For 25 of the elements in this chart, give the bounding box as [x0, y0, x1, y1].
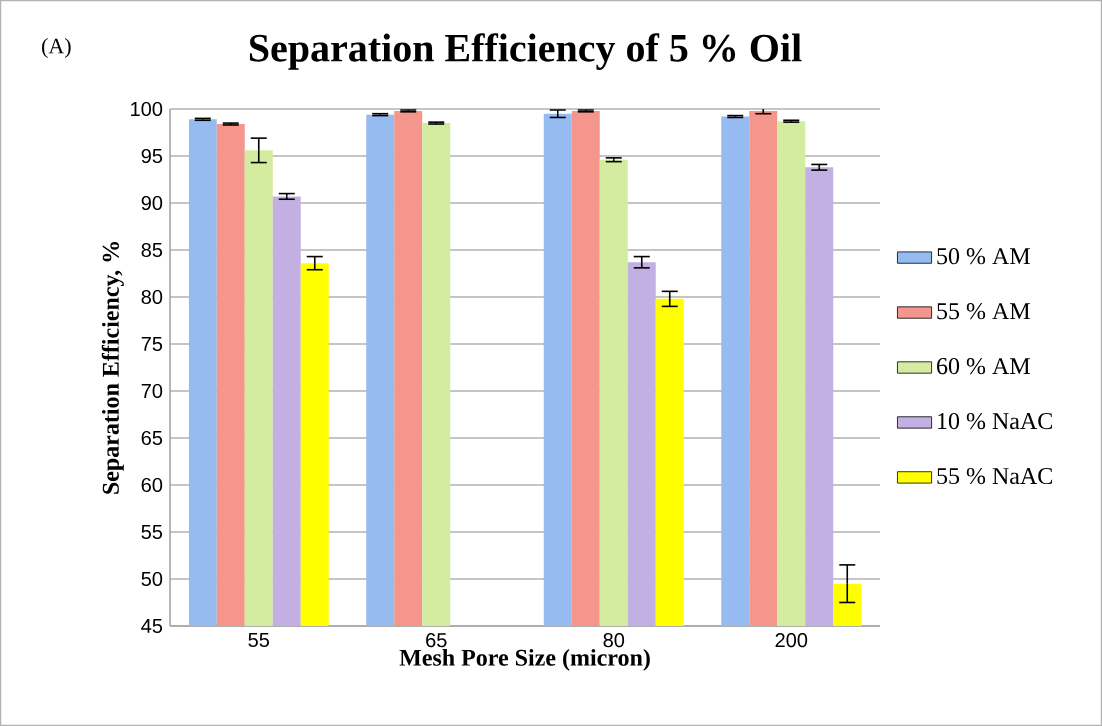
legend-label: 60 % AM — [937, 358, 1030, 375]
y-tick-label: 50 — [141, 571, 163, 587]
y-axis-title: Separation Efficiency, % — [101, 242, 124, 494]
y-tick-label: 85 — [141, 242, 163, 258]
text: (A) — [42, 38, 71, 58]
legend-label: 55 % NaAC — [937, 467, 1052, 485]
chart-title: Separation Efficiency of 5 % Oil — [249, 33, 802, 70]
x-axis-title: Mesh Pore Size (micron) — [399, 648, 650, 671]
y-tick-label: 75 — [141, 337, 163, 351]
y-tick-label: 95 — [141, 148, 163, 164]
y-tick-label: 80 — [141, 289, 163, 305]
legend-label: 50 % AM — [937, 248, 1030, 265]
y-tick-label: 70 — [141, 383, 163, 399]
y-tick-label: 55 — [141, 525, 163, 539]
y-tick-label: 90 — [141, 195, 163, 211]
legend-label: 55 % AM — [937, 303, 1030, 320]
x-tick-label: 200 — [775, 633, 808, 648]
y-tick-label: 45 — [141, 619, 163, 633]
legend-label: 10 % NaAC — [938, 412, 1052, 430]
y-tick-label: 65 — [141, 430, 163, 446]
x-tick-label: 65 — [426, 633, 447, 648]
y-tick-label: 60 — [141, 477, 163, 493]
x-tick-label: 80 — [603, 633, 625, 648]
x-tick-label: 55 — [248, 633, 270, 647]
y-tick-label: 100 — [131, 101, 163, 117]
